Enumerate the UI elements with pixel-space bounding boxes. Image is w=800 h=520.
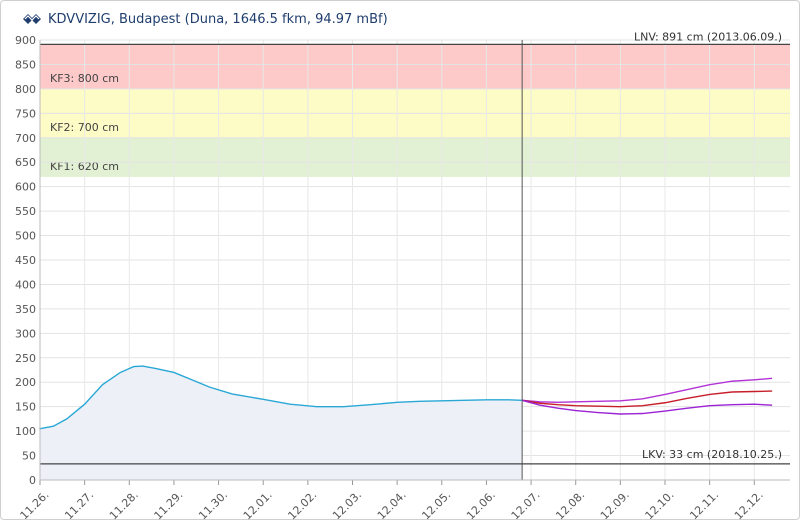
alert-zone-band xyxy=(40,44,790,89)
y-tick-label: 500 xyxy=(15,230,36,243)
y-tick-label: 0 xyxy=(29,474,36,487)
x-tick-label: 12.04. xyxy=(375,488,409,520)
reference-lines: LNV: 891 cm (2013.06.09.) LKV: 33 cm (201… xyxy=(40,30,790,480)
x-tick-label: 12.03. xyxy=(330,488,364,520)
y-tick-label: 800 xyxy=(15,83,36,96)
y-tick-label: 600 xyxy=(15,181,36,194)
y-tick-label: 50 xyxy=(22,450,36,463)
y-tick-label: 850 xyxy=(15,58,36,71)
x-tick-label: 12.08. xyxy=(553,488,587,520)
y-tick-label: 700 xyxy=(15,132,36,145)
x-tick-label: 12.10. xyxy=(643,488,677,520)
y-tick-label: 150 xyxy=(15,401,36,414)
y-tick-label: 100 xyxy=(15,425,36,438)
x-tick-label: 11.26. xyxy=(18,488,52,520)
x-tick-label: 11.27. xyxy=(62,488,96,520)
y-tick-label: 450 xyxy=(15,254,36,267)
x-tick-label: 12.09. xyxy=(598,488,632,520)
y-tick-label: 400 xyxy=(15,278,36,291)
y-tick-label: 550 xyxy=(15,205,36,218)
series-line xyxy=(522,377,773,403)
x-tick-label: 11.29. xyxy=(152,488,186,520)
series-line xyxy=(522,390,773,408)
x-tick-label: 12.01. xyxy=(241,488,275,520)
y-tick-label: 200 xyxy=(15,376,36,389)
x-tick-label: 12.02. xyxy=(285,488,319,520)
alert-zone-band xyxy=(40,137,790,177)
y-tick-label: 650 xyxy=(15,156,36,169)
reference-line-label: LKV: 33 cm (2018.10.25.) xyxy=(642,448,782,461)
reference-line-label: LNV: 891 cm (2013.06.09.) xyxy=(634,30,782,43)
y-tick-label: 350 xyxy=(15,303,36,316)
x-tick-label: 12.05. xyxy=(419,488,453,520)
x-tick-label: 12.11. xyxy=(687,488,721,520)
series-line xyxy=(39,365,523,430)
kdvvizig-logo-icon xyxy=(23,14,41,24)
x-tick-label: 12.06. xyxy=(464,488,498,520)
series-area xyxy=(40,366,523,480)
chart-title: KDVVIZIG, Budapest (Duna, 1646.5 fkm, 94… xyxy=(48,11,388,27)
chart-series xyxy=(39,365,773,480)
series-line xyxy=(521,399,773,415)
x-tick-label: 11.28. xyxy=(107,488,141,520)
y-tick-label: 250 xyxy=(15,352,36,365)
x-tick-label: 11.30. xyxy=(196,488,230,520)
y-tick-label: 300 xyxy=(15,327,36,340)
y-tick-label: 750 xyxy=(15,107,36,120)
x-tick-label: 12.12. xyxy=(732,488,766,520)
y-tick-label: 900 xyxy=(15,34,36,47)
x-tick-label: 12.07. xyxy=(509,488,543,520)
chart-header: KDVVIZIG, Budapest (Duna, 1646.5 fkm, 94… xyxy=(22,8,388,30)
